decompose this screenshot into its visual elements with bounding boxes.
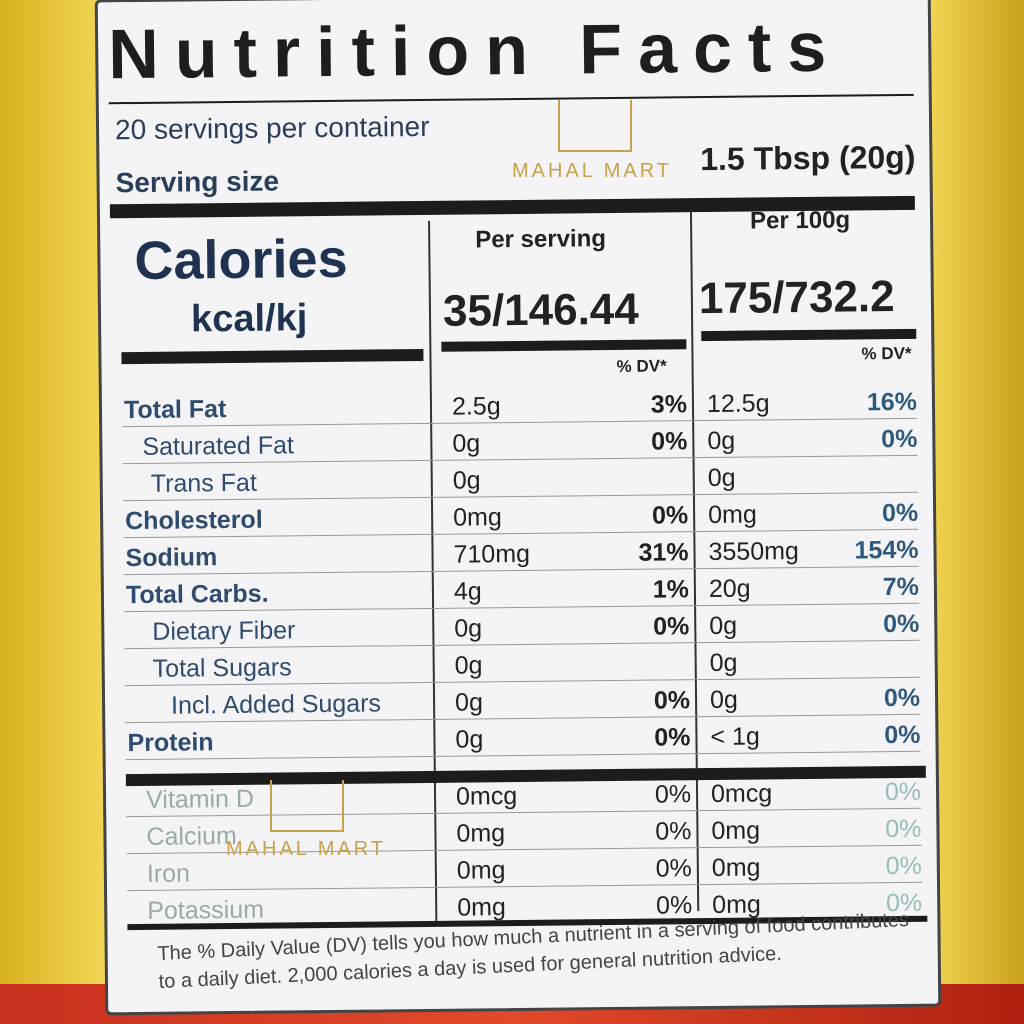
dv-header: % DV* — [616, 356, 667, 376]
per-serving-header: Per serving — [475, 225, 607, 254]
serving-dv: 31% — [638, 538, 689, 567]
serving-size-label: Serving size — [115, 165, 280, 199]
per-100g-dv: 0% — [884, 720, 921, 750]
serving-dv: 0% — [651, 427, 688, 456]
nutrient-name: Cholesterol — [125, 505, 263, 536]
per-100g-amount: 0g — [707, 463, 736, 493]
per-100g-dv: 16% — [866, 387, 918, 417]
dv-header-100g: % DV* — [861, 343, 912, 364]
nutrient-name: Total Carbs. — [125, 579, 269, 610]
per-100g-amount: 0mg — [711, 816, 761, 845]
servings-per-container: 20 servings per container — [114, 110, 430, 146]
package-background — [0, 0, 110, 1024]
per-100g-dv: 0% — [881, 424, 918, 454]
serving-amount: 0g — [454, 614, 483, 643]
nutrient-name: Total Fat — [123, 395, 227, 425]
serving-amount: 0mg — [453, 503, 502, 532]
serving-amount: 0g — [454, 688, 484, 717]
serving-amount: 0mcg — [455, 782, 518, 811]
serving-size-value: 1.5 Tbsp (20g) — [700, 138, 916, 178]
serving-amount: 0mg — [456, 819, 506, 848]
per-100g-amount: 0g — [709, 648, 738, 678]
nutrient-name: Saturated Fat — [142, 431, 295, 461]
serving-amount: 0g — [455, 725, 484, 754]
per-100g-dv: 0% — [881, 498, 919, 528]
serving-dv: 0% — [653, 686, 691, 715]
nutrient-name: Total Sugars — [152, 653, 292, 683]
per-100g-dv: 0% — [884, 777, 922, 807]
nutrient-name: Calcium — [146, 821, 237, 851]
serving-amount: 4g — [453, 577, 482, 606]
serving-amount: 0g — [452, 466, 481, 495]
serving-dv: 0% — [654, 723, 691, 752]
serving-dv: 1% — [652, 575, 690, 604]
nutrient-name: Sodium — [125, 543, 218, 573]
serving-dv: 0% — [655, 854, 692, 883]
serving-dv: 0% — [653, 612, 690, 641]
per-100g-amount: < 1g — [710, 722, 760, 751]
per-100g-dv: 0% — [883, 683, 921, 713]
per-100g-amount: 0mcg — [710, 779, 773, 808]
serving-dv: 0% — [651, 501, 689, 530]
per-100g-amount: 20g — [708, 574, 751, 604]
package-background — [924, 0, 1024, 1024]
nutrient-name: Iron — [146, 859, 191, 888]
per-100g-amount: 0g — [709, 611, 738, 641]
nutrient-name: Vitamin D — [145, 784, 255, 814]
nutrient-name: Incl. Added Sugars — [170, 689, 382, 720]
per-100g-dv: 0% — [885, 814, 922, 844]
nutrient-name: Potassium — [147, 895, 265, 925]
nutrient-name: Trans Fat — [150, 468, 257, 498]
calories-per-serving: 35/146.44 — [442, 284, 639, 336]
serving-dv: 0% — [655, 817, 692, 846]
nutrition-label: Nutrition Facts 20 servings per containe… — [94, 0, 942, 1016]
calories-unit: kcal/kj — [190, 297, 308, 341]
nutrient-name: Protein — [127, 728, 214, 758]
serving-amount: 2.5g — [451, 392, 501, 421]
serving-dv: 3% — [650, 390, 688, 419]
per-100g-dv: 0% — [883, 609, 920, 639]
serving-dv: 0% — [654, 780, 692, 809]
per-100g-amount: 0mg — [711, 853, 761, 882]
calories-per-100g: 175/732.2 — [698, 272, 895, 324]
per-100g-amount: 3550mg — [708, 537, 800, 567]
label-title: Nutrition Facts — [107, 7, 843, 94]
per-100g-dv — [825, 647, 920, 648]
serving-dv — [605, 649, 690, 650]
per-100g-header: Per 100g — [749, 206, 851, 235]
per-100g-amount: 0mg — [707, 500, 757, 530]
per-100g-dv — [823, 462, 918, 463]
per-100g-amount: 0g — [707, 426, 736, 456]
nutrient-row: Protein 0g 0% < 1g 0% — [105, 715, 935, 761]
nutrient-name: Dietary Fiber — [152, 616, 296, 646]
per-100g-amount: 0g — [709, 685, 739, 714]
per-100g-dv: 154% — [854, 535, 919, 565]
serving-amount: 0g — [454, 651, 483, 680]
serving-dv — [603, 464, 688, 465]
per-100g-amount: 12.5g — [706, 389, 770, 419]
serving-amount: 0mg — [456, 856, 506, 885]
per-100g-dv: 7% — [882, 572, 920, 602]
calories-label: Calories — [134, 228, 348, 292]
serving-amount: 0g — [452, 429, 481, 458]
serving-amount: 0mg — [457, 893, 507, 922]
per-100g-dv: 0% — [885, 851, 922, 881]
serving-amount: 710mg — [453, 539, 531, 569]
